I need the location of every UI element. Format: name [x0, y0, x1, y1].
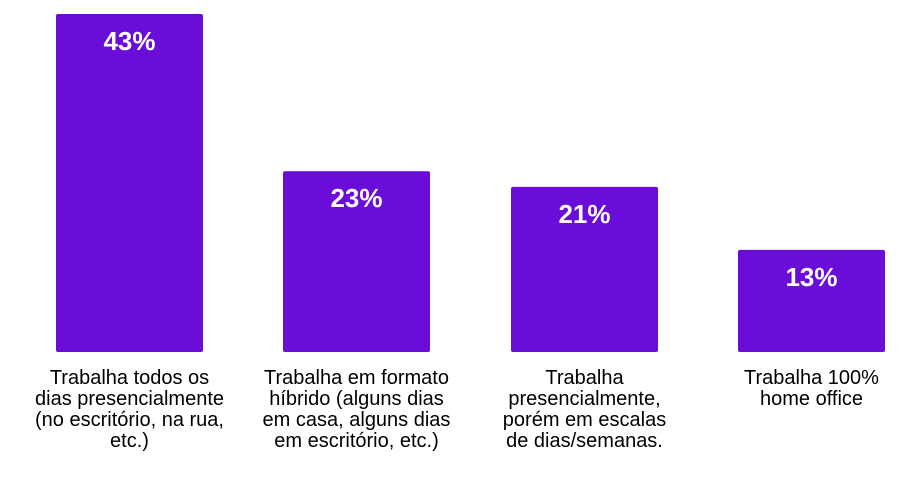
- bar-0: [56, 14, 203, 352]
- bar-2: [511, 186, 658, 352]
- bar-3: [738, 249, 885, 352]
- bar-value-label-2: 21%: [558, 199, 610, 229]
- bar-value-label-1: 23%: [330, 183, 382, 213]
- category-label-1: Trabalha em formato híbrido (alguns dias…: [262, 367, 451, 452]
- category-label-0: Trabalha todos os dias presencialmente (…: [35, 367, 224, 452]
- bar-1: [283, 171, 430, 352]
- category-label-3: Trabalha 100% home office: [744, 367, 879, 410]
- bar-value-label-3: 13%: [785, 262, 837, 292]
- category-label-2: Trabalha presencialmente, porém em escal…: [502, 367, 667, 452]
- bar-value-label-0: 43%: [103, 26, 155, 56]
